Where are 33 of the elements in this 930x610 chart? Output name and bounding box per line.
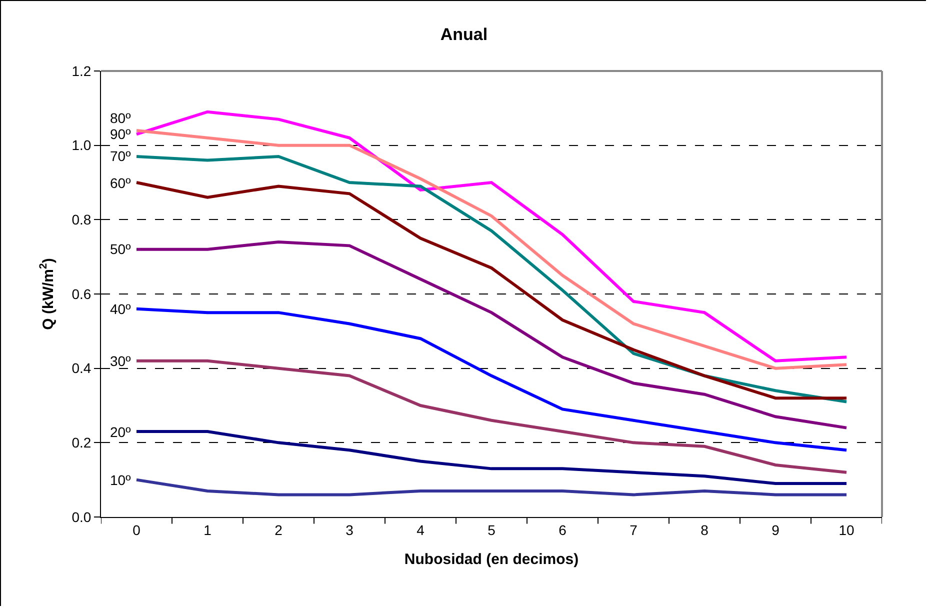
- x-axis-title: Nubosidad (en decimos): [404, 550, 579, 568]
- x-tick-label: 0: [132, 522, 141, 538]
- line-series: [135, 359, 848, 474]
- x-tick-label: 4: [416, 522, 425, 538]
- x-tick-label: 3: [346, 522, 354, 538]
- series-label: 20º: [110, 424, 131, 440]
- series-label: 90º: [110, 126, 131, 142]
- series-label: 10º: [110, 472, 131, 488]
- series-label: 60º: [110, 175, 131, 191]
- y-tick-label: 0.4: [72, 360, 92, 376]
- x-tick-label: 9: [772, 522, 780, 538]
- line-series: [135, 430, 848, 486]
- y-tick-label: 1.0: [72, 137, 92, 154]
- x-tick-label: 7: [630, 522, 638, 538]
- x-tick-label: 1: [204, 522, 212, 538]
- x-tick-label: 6: [558, 522, 567, 538]
- series-label: 30º: [110, 353, 131, 369]
- x-tick-label: 10: [838, 522, 854, 538]
- line-series: [135, 307, 848, 452]
- y-tick-label: 0.6: [72, 286, 92, 302]
- series-label: 50º: [110, 241, 131, 257]
- y-tick-label: 1.2: [72, 62, 92, 79]
- chart-title: Anual: [440, 25, 488, 44]
- series-label: 70º: [110, 148, 131, 164]
- y-tick-label: 0.8: [72, 212, 92, 228]
- series-label: 40º: [110, 301, 131, 317]
- y-tick-label: 0.2: [72, 434, 92, 451]
- line-series: [135, 240, 848, 430]
- series-label: 80º: [110, 110, 131, 126]
- x-tick-label: 2: [274, 522, 283, 538]
- x-tick-label: 5: [488, 522, 496, 538]
- x-tick-label: 8: [700, 522, 709, 538]
- y-tick-label: 0.0: [72, 508, 92, 525]
